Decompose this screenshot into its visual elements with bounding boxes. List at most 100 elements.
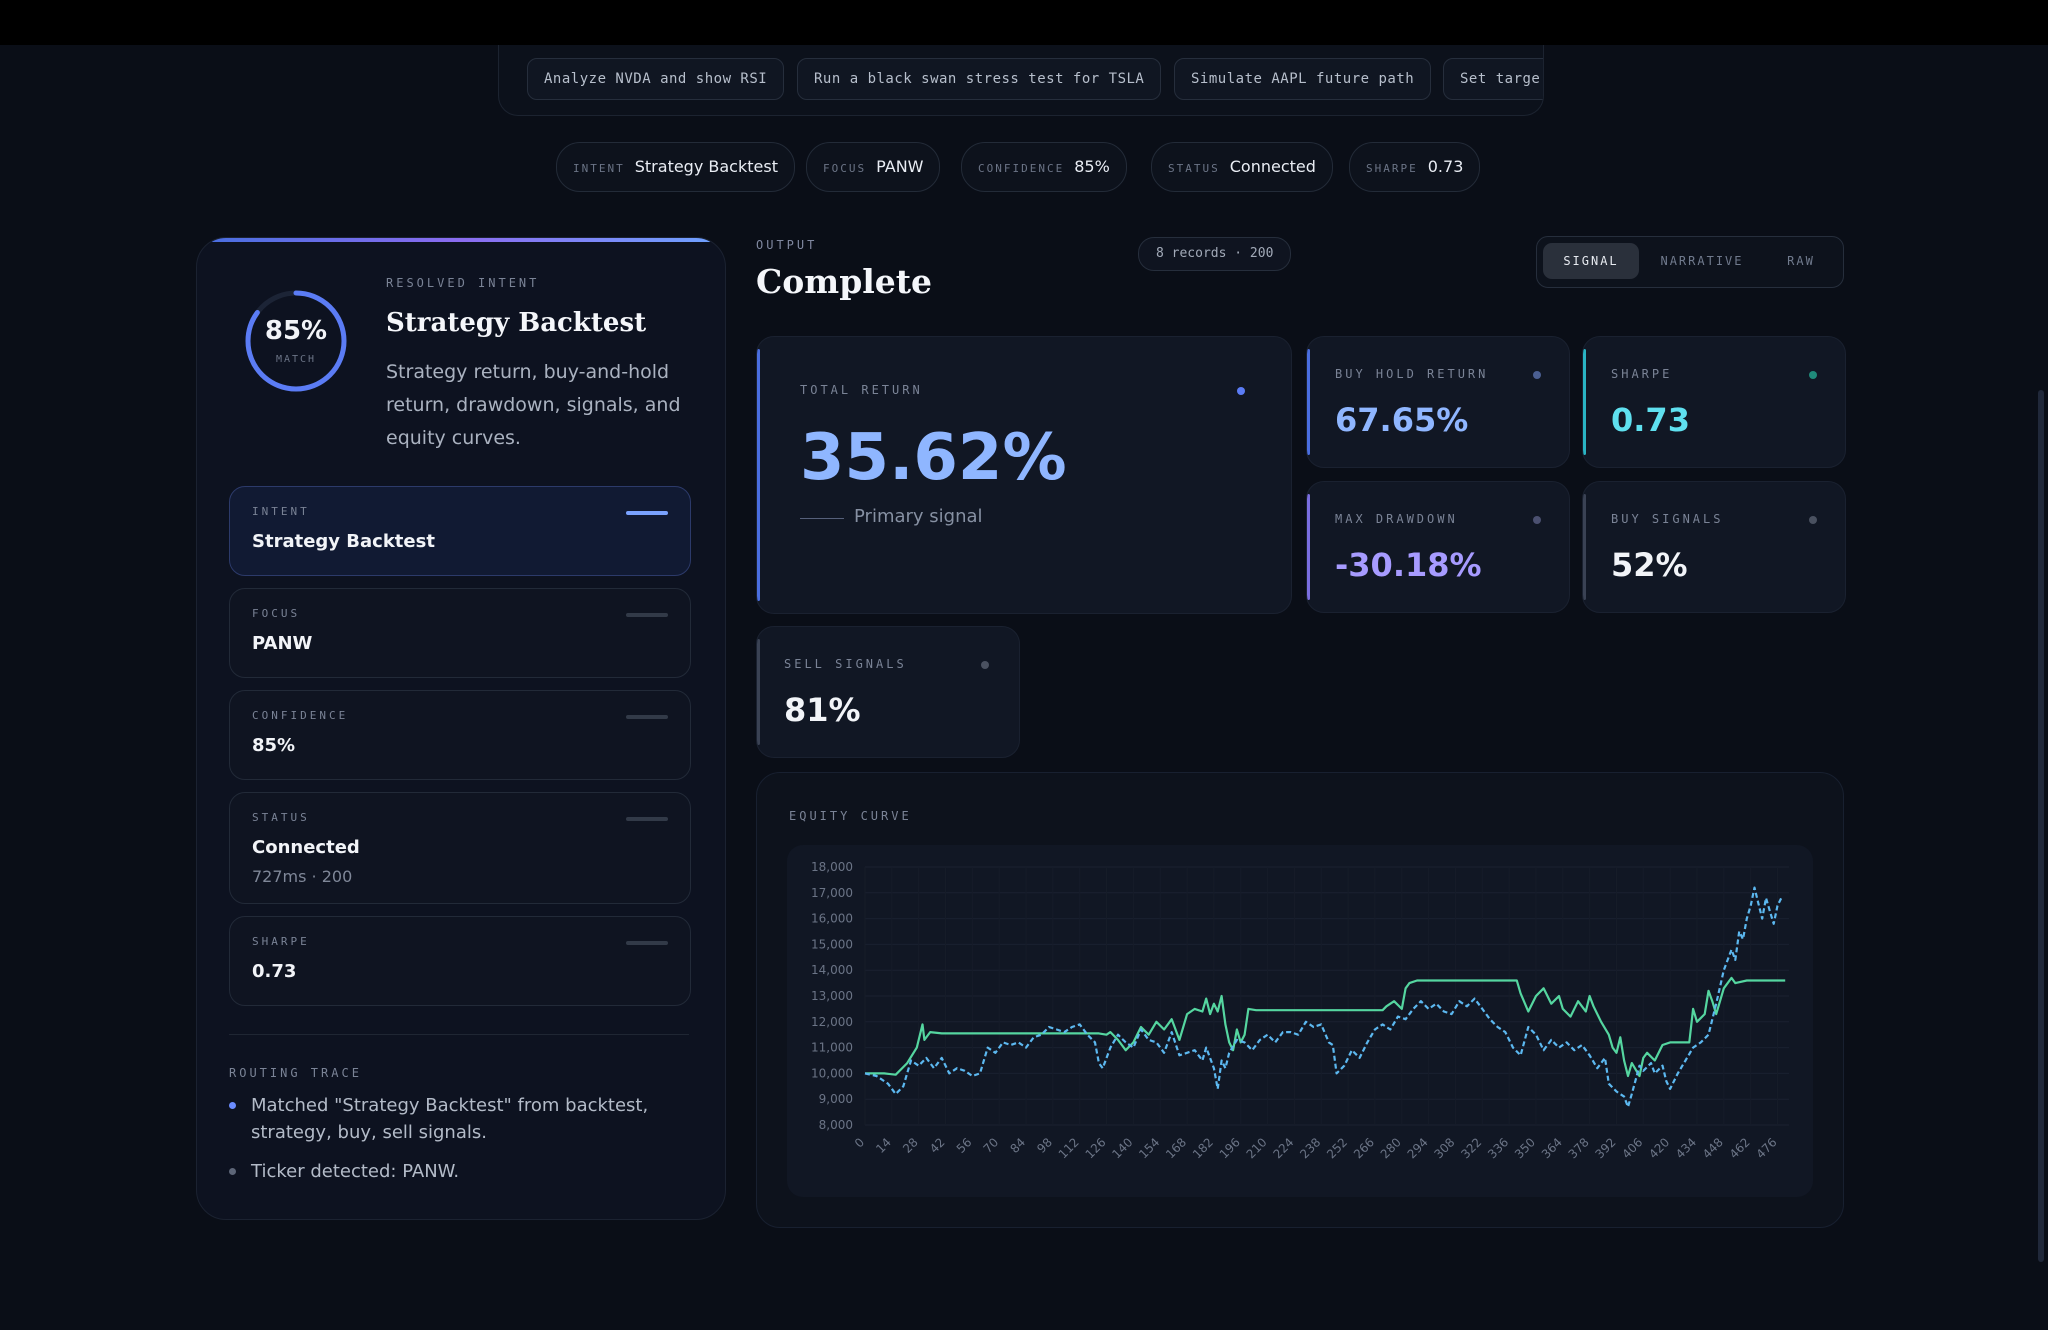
chip-value: 85% <box>1074 157 1110 176</box>
status-dot-icon <box>1809 371 1817 379</box>
card-value: 67.65% <box>1335 401 1469 439</box>
card-value: 35.62% <box>800 421 1067 495</box>
view-tabs: SIGNAL NARRATIVE RAW <box>1536 236 1844 288</box>
chip-label: CONFIDENCE <box>978 162 1065 175</box>
card-sell-signals: SELL SIGNALS 81% <box>756 626 1020 758</box>
card-total-return: TOTAL RETURN 35.62% Primary signal <box>756 336 1292 614</box>
card-caption: Primary signal <box>854 506 983 527</box>
y-tick-label: 15,000 <box>811 937 853 951</box>
tab-narrative[interactable]: NARRATIVE <box>1660 254 1744 268</box>
row-value: PANW <box>252 633 313 654</box>
y-tick-label: 11,000 <box>811 1041 853 1055</box>
row-label: INTENT <box>252 505 310 518</box>
x-tick-label: 182 <box>1190 1135 1216 1161</box>
status-dot-icon <box>1237 387 1245 395</box>
card-label: BUY SIGNALS <box>1611 512 1724 526</box>
detail-row-sharpe[interactable]: SHARPE 0.73 <box>229 916 691 1006</box>
chip-label: SHARPE <box>1366 162 1418 175</box>
panel-accent-bar <box>211 238 711 242</box>
y-tick-label: 14,000 <box>811 963 853 977</box>
card-label: SHARPE <box>1611 367 1673 381</box>
x-tick-label: 476 <box>1754 1135 1780 1161</box>
x-tick-label: 378 <box>1566 1135 1592 1161</box>
card-accent-bar <box>1307 349 1310 455</box>
suggestion-nvda-rsi[interactable]: Analyze NVDA and show RSI <box>527 58 785 100</box>
y-tick-label: 12,000 <box>811 1015 853 1029</box>
trace-bullet-icon <box>229 1102 236 1109</box>
caption-line <box>800 518 844 519</box>
resolved-intent-title: Strategy Backtest <box>386 308 647 338</box>
x-tick-label: 224 <box>1270 1135 1296 1161</box>
scrollbar[interactable] <box>2038 390 2044 1262</box>
divider <box>229 1034 689 1035</box>
x-tick-label: 196 <box>1217 1135 1243 1161</box>
card-label: BUY HOLD RETURN <box>1335 367 1489 381</box>
row-value: Connected <box>252 837 360 858</box>
x-tick-label: 154 <box>1136 1135 1162 1161</box>
row-value: Strategy Backtest <box>252 531 435 552</box>
output-label: OUTPUT <box>756 238 818 252</box>
row-indicator <box>626 941 668 945</box>
suggestion-tsla-stress[interactable]: Run a black swan stress test for TSLA <box>797 58 1162 100</box>
suggestion-aapl-simulate[interactable]: Simulate AAPL future path <box>1174 58 1432 100</box>
chip-confidence: CONFIDENCE 85% <box>961 142 1127 192</box>
x-tick-label: 392 <box>1592 1135 1618 1161</box>
row-subtext: 727ms · 200 <box>252 867 353 886</box>
card-value: 52% <box>1611 546 1688 584</box>
output-title: Complete <box>756 262 933 301</box>
card-label: MAX DRAWDOWN <box>1335 512 1458 526</box>
x-tick-label: 56 <box>954 1135 975 1156</box>
suggestion-set-target[interactable]: Set targe <box>1443 58 1543 100</box>
row-indicator <box>626 715 668 719</box>
status-dot-icon <box>1809 516 1817 524</box>
trace-item: Ticker detected: PANW. <box>251 1161 460 1182</box>
y-tick-label: 18,000 <box>811 860 853 874</box>
status-dot-icon <box>981 661 989 669</box>
status-dot-icon <box>1533 516 1541 524</box>
x-tick-label: 364 <box>1539 1135 1565 1161</box>
detail-row-intent[interactable]: INTENT Strategy Backtest <box>229 486 691 576</box>
records-badge: 8 records · 200 <box>1138 237 1292 271</box>
match-ring <box>245 290 347 392</box>
buy-hold-equity-line <box>864 886 1783 1108</box>
resolved-intent-label: RESOLVED INTENT <box>386 276 540 290</box>
x-tick-label: 238 <box>1297 1135 1323 1161</box>
row-indicator <box>626 511 668 515</box>
x-tick-label: 420 <box>1646 1135 1672 1161</box>
row-indicator <box>626 817 668 821</box>
equity-curve-chart: 18,000 17,000 16,000 15,000 14,000 13,000 12,0… <box>811 860 1789 1161</box>
card-value: 81% <box>784 691 861 729</box>
detail-row-focus[interactable]: FOCUS PANW <box>229 588 691 678</box>
x-tick-label: 462 <box>1727 1135 1753 1161</box>
x-tick-label: 322 <box>1458 1135 1484 1161</box>
x-tick-label: 112 <box>1056 1135 1082 1161</box>
row-label: SHARPE <box>252 935 310 948</box>
resolved-intent-panel: 85% MATCH RESOLVED INTENT Strategy Backt… <box>196 237 726 1220</box>
card-value: 0.73 <box>1611 401 1690 439</box>
x-tick-label: 434 <box>1673 1135 1699 1161</box>
tab-raw[interactable]: RAW <box>1787 254 1815 268</box>
chip-value: Connected <box>1229 157 1316 176</box>
chart-title: EQUITY CURVE <box>789 809 912 823</box>
x-tick-label: 98 <box>1034 1135 1055 1156</box>
row-label: CONFIDENCE <box>252 709 349 722</box>
card-accent-bar <box>1583 494 1586 600</box>
row-label: FOCUS <box>252 607 301 620</box>
x-tick-label: 210 <box>1244 1135 1270 1161</box>
detail-row-status[interactable]: STATUS Connected 727ms · 200 <box>229 792 691 904</box>
chip-value: Strategy Backtest <box>634 157 778 176</box>
chip-label: STATUS <box>1168 162 1220 175</box>
detail-row-confidence[interactable]: CONFIDENCE 85% <box>229 690 691 780</box>
tab-signal[interactable]: SIGNAL <box>1543 243 1639 279</box>
card-buy-signals: BUY SIGNALS 52% <box>1582 481 1846 613</box>
x-tick-label: 126 <box>1083 1135 1109 1161</box>
y-tick-label: 10,000 <box>811 1066 853 1080</box>
card-accent-bar <box>757 349 760 601</box>
chip-value: PANW <box>876 157 924 176</box>
row-indicator <box>626 613 668 617</box>
chip-intent: INTENT Strategy Backtest <box>556 142 795 192</box>
chip-focus: FOCUS PANW <box>806 142 941 192</box>
card-sharpe: SHARPE 0.73 <box>1582 336 1846 468</box>
chip-status: STATUS Connected <box>1151 142 1333 192</box>
match-label: MATCH <box>275 354 317 365</box>
